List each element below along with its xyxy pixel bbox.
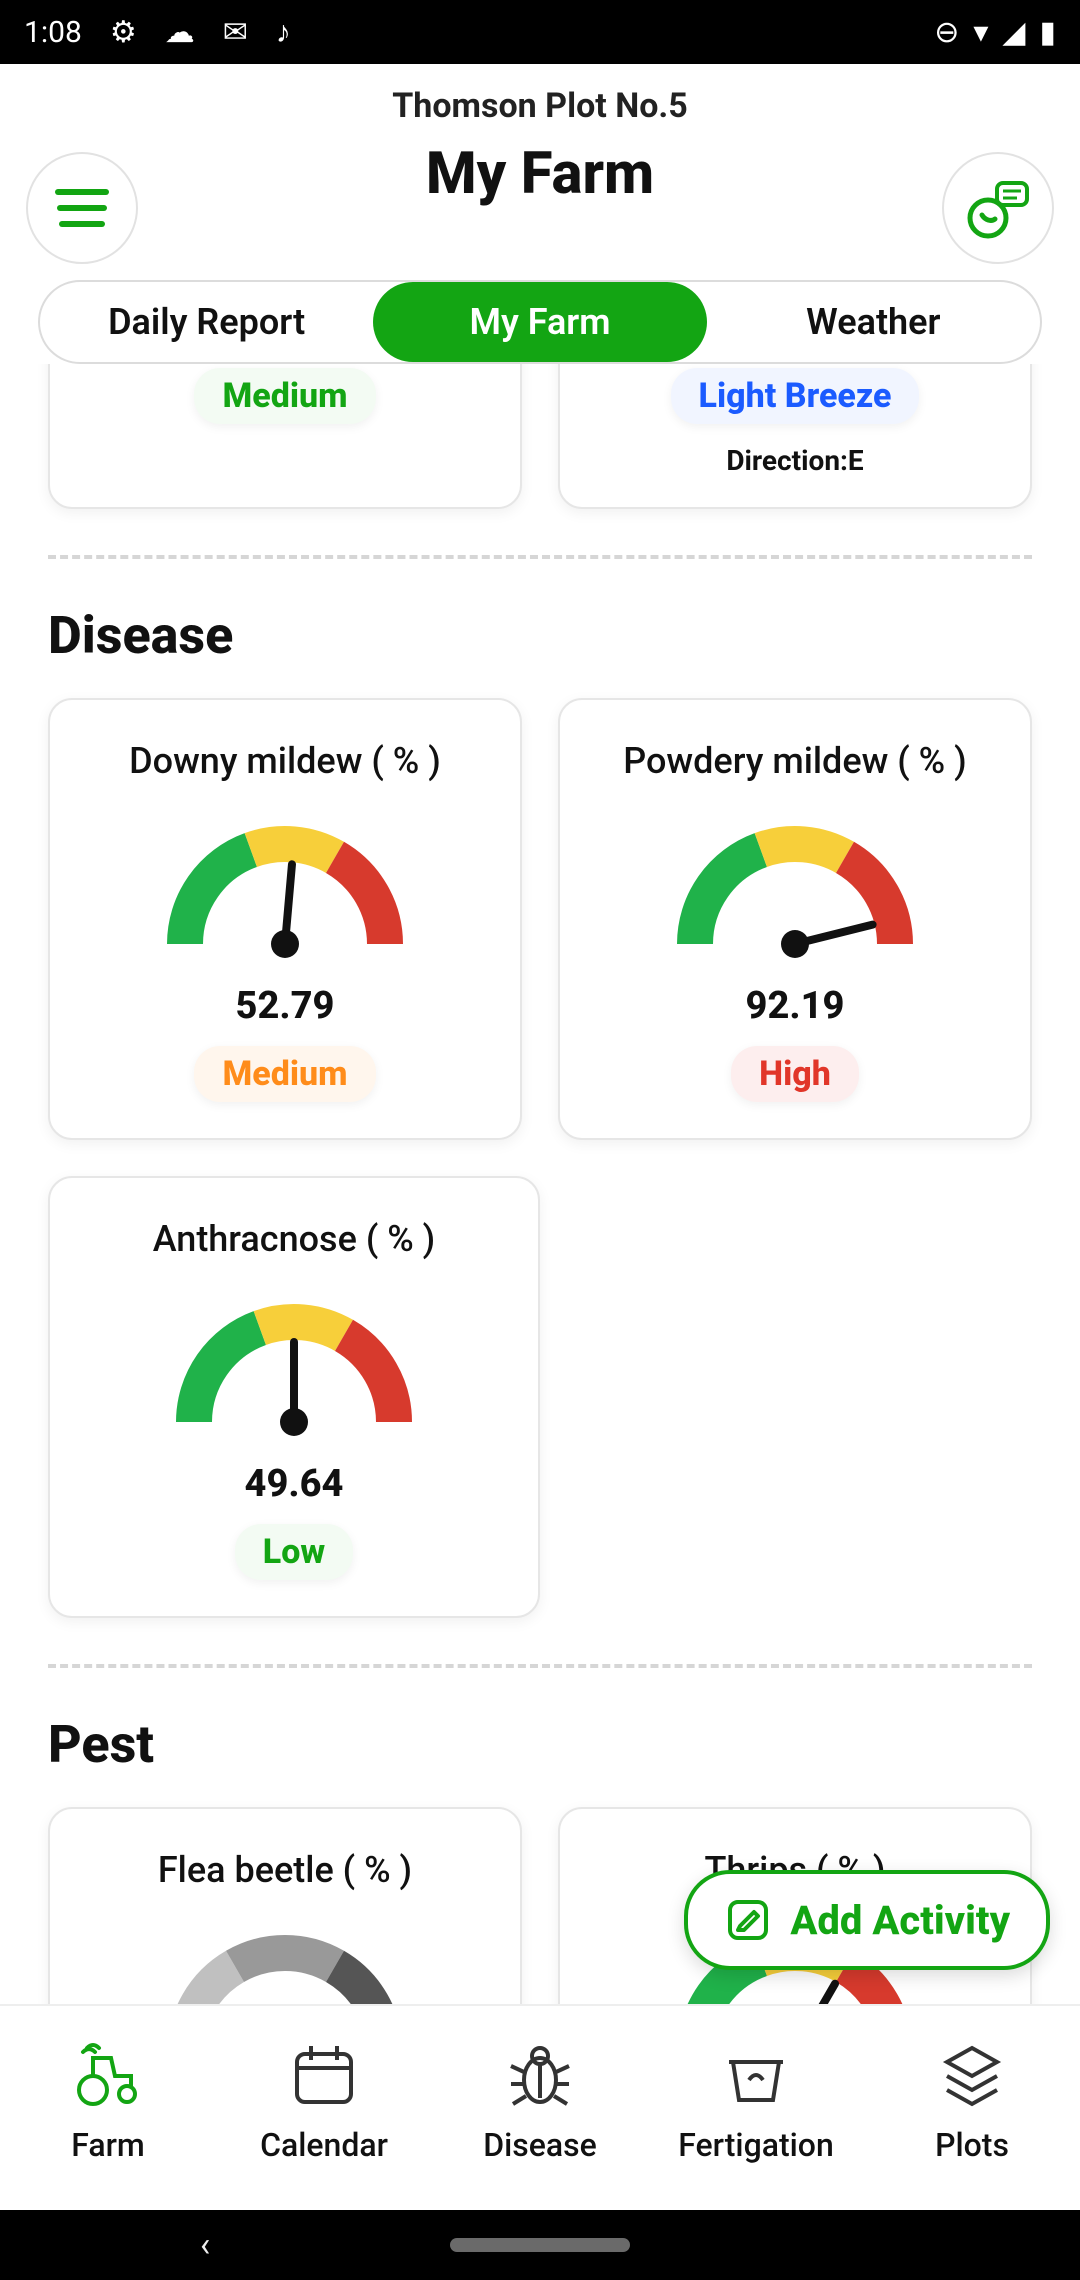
gauge-title: Downy mildew ( % ) bbox=[66, 740, 504, 782]
gauge-chart bbox=[576, 804, 1014, 964]
nav-label: Fertigation bbox=[678, 2126, 834, 2164]
nav-label: Plots bbox=[935, 2126, 1009, 2164]
edit-icon bbox=[724, 1896, 772, 1944]
gauge-chart bbox=[66, 1913, 504, 2004]
bottom-nav: Farm Calendar Disease bbox=[0, 2004, 1080, 2196]
summary-row: 94.66 Medium 8 Light Breeze Direction:E bbox=[48, 364, 1032, 509]
back-icon[interactable]: ‹ bbox=[200, 2225, 210, 2265]
gauge-chart bbox=[66, 1282, 522, 1442]
plot-name: Thomson Plot No.5 bbox=[0, 86, 1080, 126]
support-button[interactable] bbox=[942, 152, 1054, 264]
gauge-level: Medium bbox=[194, 1046, 375, 1102]
disease-row-1: Downy mildew ( % ) 52.79 Medium Powdery … bbox=[48, 698, 1032, 1140]
summary-badge: Light Breeze bbox=[671, 368, 920, 424]
gauge-level: Low bbox=[235, 1524, 353, 1580]
layers-icon bbox=[935, 2038, 1009, 2112]
menu-button[interactable] bbox=[26, 152, 138, 264]
android-nav-bar: ‹ bbox=[0, 2210, 1080, 2280]
status-time: 1:08 bbox=[24, 15, 82, 50]
nav-fertigation[interactable]: Fertigation bbox=[648, 2006, 864, 2196]
pot-icon bbox=[719, 2038, 793, 2112]
nav-label: Calendar bbox=[260, 2126, 388, 2164]
calendar-icon bbox=[287, 2038, 361, 2112]
nav-label: Disease bbox=[483, 2126, 597, 2164]
nav-disease[interactable]: Disease bbox=[432, 2006, 648, 2196]
divider bbox=[48, 1664, 1032, 1668]
cloud-icon: ☁ bbox=[165, 15, 195, 50]
settings-icon: ⚙ bbox=[110, 15, 137, 50]
tab-weather[interactable]: Weather bbox=[707, 282, 1040, 362]
disease-card-anthracnose[interactable]: Anthracnose ( % ) 49.64 Low bbox=[48, 1176, 540, 1618]
gauge-level: High bbox=[731, 1046, 859, 1102]
app-header: Thomson Plot No.5 My Farm bbox=[0, 64, 1080, 244]
empty-slot bbox=[576, 1176, 1032, 1618]
tab-my-farm[interactable]: My Farm bbox=[373, 282, 706, 362]
android-status-bar: 1:08 ⚙ ☁ ✉ ♪ ⊖ ▾ ◢ ▮ bbox=[0, 0, 1080, 64]
disease-row-2: Anthracnose ( % ) 49.64 Low bbox=[48, 1176, 1032, 1618]
section-title-pest: Pest bbox=[48, 1714, 1032, 1775]
music-icon: ♪ bbox=[276, 15, 291, 50]
nav-label: Farm bbox=[71, 2126, 145, 2164]
nav-farm[interactable]: Farm bbox=[0, 2006, 216, 2196]
nav-plots[interactable]: Plots bbox=[864, 2006, 1080, 2196]
section-title-disease: Disease bbox=[48, 605, 1032, 666]
nav-pill[interactable] bbox=[450, 2238, 630, 2252]
summary-card-left[interactable]: 94.66 Medium bbox=[48, 364, 522, 509]
divider bbox=[48, 555, 1032, 559]
battery-icon: ▮ bbox=[1039, 15, 1056, 50]
gauge-chart bbox=[66, 804, 504, 964]
summary-card-right[interactable]: 8 Light Breeze Direction:E bbox=[558, 364, 1032, 509]
call-chat-icon bbox=[963, 173, 1033, 243]
do-not-disturb-icon: ⊖ bbox=[934, 15, 959, 50]
wifi-icon: ▾ bbox=[973, 15, 988, 50]
gauge-value: 52.79 bbox=[66, 984, 504, 1028]
summary-badge: Medium bbox=[194, 368, 375, 424]
gauge-value: 49.64 bbox=[66, 1462, 522, 1506]
app-root: Thomson Plot No.5 My Farm Daily Report M… bbox=[0, 64, 1080, 2210]
gauge-title: Powdery mildew ( % ) bbox=[576, 740, 1014, 782]
mail-icon: ✉ bbox=[223, 15, 248, 50]
tab-daily-report[interactable]: Daily Report bbox=[40, 282, 373, 362]
fab-label: Add Activity bbox=[790, 1897, 1010, 1944]
gauge-title: Anthracnose ( % ) bbox=[66, 1218, 522, 1260]
tractor-icon bbox=[71, 2038, 145, 2112]
tab-bar: Daily Report My Farm Weather bbox=[38, 280, 1042, 364]
menu-icon bbox=[55, 189, 109, 227]
bug-icon bbox=[503, 2038, 577, 2112]
nav-calendar[interactable]: Calendar bbox=[216, 2006, 432, 2196]
disease-card-downy[interactable]: Downy mildew ( % ) 52.79 Medium bbox=[48, 698, 522, 1140]
gauge-title: Flea beetle ( % ) bbox=[66, 1849, 504, 1891]
wind-direction: Direction:E bbox=[576, 444, 1014, 477]
pest-card-flea[interactable]: Flea beetle ( % ) bbox=[48, 1807, 522, 2004]
main-scroll[interactable]: 94.66 Medium 8 Light Breeze Direction:E … bbox=[0, 364, 1080, 2004]
gauge-value: 92.19 bbox=[576, 984, 1014, 1028]
signal-icon: ◢ bbox=[1002, 15, 1025, 50]
disease-card-powdery[interactable]: Powdery mildew ( % ) 92.19 High bbox=[558, 698, 1032, 1140]
page-title: My Farm bbox=[0, 140, 1080, 208]
add-activity-button[interactable]: Add Activity bbox=[684, 1870, 1050, 1970]
